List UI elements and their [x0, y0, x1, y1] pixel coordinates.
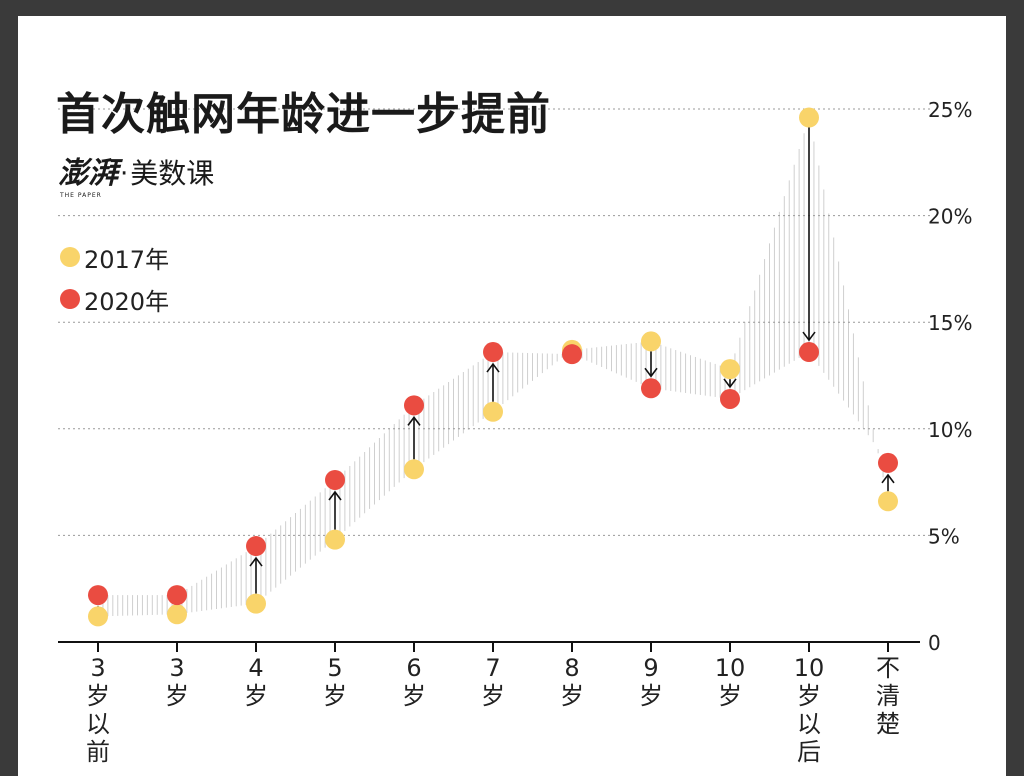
brand-logo-subtitle: THE PAPER	[60, 192, 102, 199]
x-tick-label: 岁	[718, 682, 742, 710]
y-tick-label: 0	[928, 631, 941, 655]
x-tick-label: 岁	[86, 682, 110, 710]
y-axis-ticks: 0 5% 10% 15% 20% 25%	[928, 98, 972, 655]
page-title: 首次触网年龄进一步提前	[56, 89, 551, 140]
point-2020	[246, 536, 266, 557]
x-tick-label: 9	[643, 654, 658, 682]
legend-label-2017: 2017年	[84, 245, 170, 274]
change-arrow-head	[407, 416, 421, 426]
point-2017	[641, 331, 661, 352]
point-2017	[167, 604, 187, 625]
point-2017	[88, 606, 108, 627]
x-tick-label: 10	[715, 654, 746, 682]
point-2017	[483, 401, 503, 422]
legend-swatch-2017	[60, 247, 80, 267]
change-arrows	[91, 127, 895, 616]
y-tick-label: 5%	[928, 524, 960, 548]
y-tick-label: 10%	[928, 418, 972, 442]
brand-separator: ·	[120, 159, 129, 189]
x-tick-label: 岁	[402, 682, 426, 710]
x-tick-label: 清	[876, 682, 900, 710]
change-arrow-head	[486, 362, 500, 373]
x-tick-label: 3	[90, 654, 105, 682]
point-2017	[246, 593, 266, 614]
point-2020	[404, 395, 424, 416]
x-tick-label: 不	[876, 654, 900, 682]
point-2020	[325, 469, 345, 490]
point-2020	[641, 378, 661, 399]
brand-name: 美数课	[130, 157, 215, 190]
x-axis	[58, 641, 920, 652]
x-tick-label: 8	[564, 654, 579, 682]
point-2020	[878, 452, 898, 473]
y-tick-label: 25%	[928, 98, 972, 122]
x-tick-label: 岁	[165, 682, 189, 710]
legend-item-2020: 2020年	[60, 278, 169, 320]
point-2017	[799, 107, 819, 128]
change-arrow-head	[644, 367, 658, 378]
change-arrow-head	[881, 473, 895, 484]
x-tick-label: 后	[797, 738, 821, 766]
point-2020	[167, 585, 187, 606]
chart-card	[18, 16, 1006, 776]
x-tick-label: 前	[86, 738, 110, 766]
point-2017	[404, 459, 424, 480]
x-tick-label: 5	[327, 654, 342, 682]
point-2020	[562, 344, 582, 365]
x-tick-label: 楚	[876, 710, 900, 738]
change-arrow-head	[249, 556, 263, 567]
legend-label-2020: 2020年	[84, 287, 170, 316]
x-tick-label: 4	[248, 654, 263, 682]
legend-item-2017: 2017年	[60, 236, 169, 278]
change-arrow-head	[802, 331, 816, 342]
point-2017	[720, 359, 740, 380]
point-2020	[483, 342, 503, 363]
difference-band	[97, 117, 884, 617]
x-tick-label: 7	[485, 654, 500, 682]
x-tick-label: 岁	[323, 682, 347, 710]
point-2020	[799, 342, 819, 363]
x-tick-label: 10	[794, 654, 825, 682]
change-arrow-head	[328, 490, 342, 501]
x-tick-label: 6	[406, 654, 421, 682]
x-tick-label: 岁	[481, 682, 505, 710]
data-points	[88, 107, 898, 627]
x-tick-label: 岁	[797, 682, 821, 710]
x-tick-label: 以	[797, 710, 821, 738]
y-tick-label: 15%	[928, 311, 972, 335]
brand-logo: 澎湃	[58, 156, 118, 191]
legend: 2017年 2020年	[60, 236, 169, 320]
x-tick-label: 岁	[244, 682, 268, 710]
x-tick-label: 以	[86, 710, 110, 738]
y-tick-label: 20%	[928, 205, 972, 229]
grid-lines	[58, 108, 930, 536]
point-2017	[878, 491, 898, 512]
brand: 澎湃 THE PAPER · 美数课	[58, 156, 215, 200]
legend-swatch-2020	[60, 289, 80, 309]
point-2020	[88, 585, 108, 606]
x-tick-label: 岁	[639, 682, 663, 710]
x-tick-label: 岁	[560, 682, 584, 710]
point-2017	[325, 529, 345, 550]
x-tick-label: 3	[169, 654, 184, 682]
point-2020	[720, 388, 740, 409]
change-arrow-head	[723, 378, 737, 389]
